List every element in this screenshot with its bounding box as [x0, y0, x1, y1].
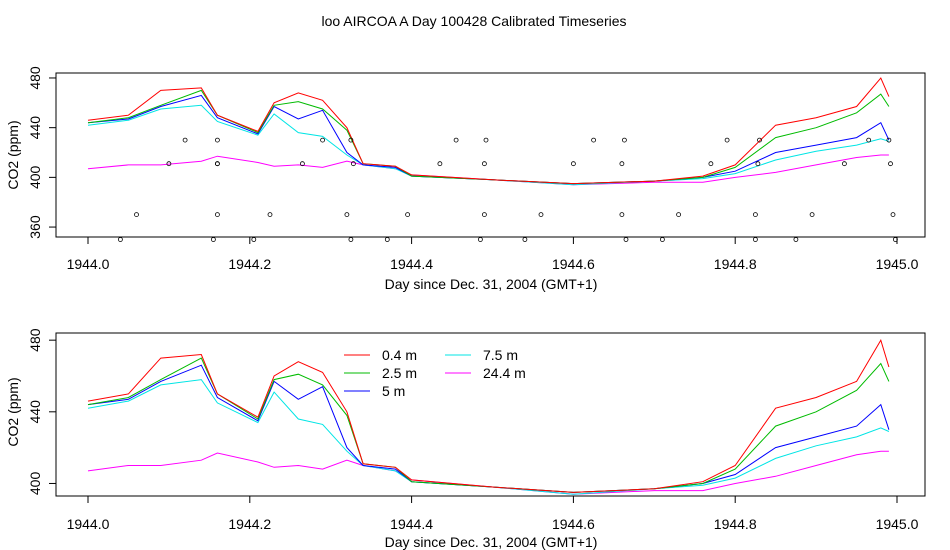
- series-line-4: [87, 154, 889, 186]
- scatter-point: [893, 237, 898, 242]
- scatter-point: [348, 237, 354, 242]
- top-series: [87, 77, 890, 186]
- scatter-point: [251, 237, 257, 242]
- legend-label-4: 24.4 m: [483, 365, 526, 381]
- scatter-point: [522, 237, 528, 242]
- scatter-point: [437, 161, 443, 167]
- scatter-point: [793, 237, 799, 242]
- top-panel: 1944.0 1944.2 1944.4 1944.6 1944.8 1945.0 360…: [5, 66, 926, 292]
- y-tick-label: 400: [27, 165, 43, 189]
- legend-label-3: 7.5 m: [483, 347, 518, 363]
- scatter-point: [623, 237, 629, 242]
- scatter-point: [214, 161, 220, 167]
- scatter-point: [118, 237, 123, 242]
- scatter-point: [453, 137, 459, 143]
- bottom-x-label: Day since Dec. 31, 2004 (GMT+1): [385, 534, 598, 550]
- y-tick-label: 480: [27, 328, 43, 352]
- legend-label-0: 0.4 m: [382, 347, 417, 363]
- legend-label-1: 2.5 m: [382, 365, 417, 381]
- scatter-point: [477, 237, 483, 242]
- scatter-point: [708, 161, 714, 167]
- scatter-point: [210, 237, 216, 242]
- scatter-point: [299, 161, 305, 167]
- scatter-point: [753, 212, 758, 218]
- top-y-label: CO2 (ppm): [5, 120, 21, 189]
- scatter-point: [571, 161, 576, 167]
- y-tick-label: 360: [27, 215, 43, 239]
- bottom-panel: 1944.0 1944.2 1944.4 1944.6 1944.8 1945.0 400…: [5, 328, 926, 550]
- bottom-series: [87, 338, 890, 495]
- scatter-point: [886, 137, 892, 143]
- series-line-2: [87, 94, 890, 185]
- y-tick-label: 400: [27, 472, 43, 496]
- series-line-3: [87, 379, 890, 495]
- scatter-point: [481, 161, 487, 167]
- scatter-point: [481, 212, 487, 218]
- scatter-point: [166, 161, 172, 167]
- scatter-point: [753, 237, 758, 242]
- scatter-point: [622, 137, 627, 143]
- x-tick-label: 1945.0: [876, 256, 919, 272]
- x-tick-label: 1945.0: [876, 516, 919, 532]
- bottom-y-label: CO2 (ppm): [5, 377, 21, 446]
- bottom-y-ticks: 400 440 480: [27, 328, 56, 495]
- scatter-point: [214, 212, 220, 218]
- x-tick-label: 1944.0: [67, 516, 110, 532]
- x-tick-label: 1944.6: [552, 256, 595, 272]
- scatter-point: [384, 237, 390, 242]
- series-line-0: [87, 338, 890, 493]
- scatter-point: [405, 212, 411, 218]
- bottom-x-ticks: 1944.0 1944.2 1944.4 1944.6 1944.8 1945.0: [67, 496, 919, 532]
- scatter-point: [866, 137, 872, 143]
- x-tick-label: 1944.6: [552, 516, 595, 532]
- scatter-point: [757, 137, 762, 143]
- scatter-point: [483, 137, 489, 143]
- x-tick-label: 1944.4: [390, 256, 433, 272]
- bottom-plot-frame: [55, 332, 926, 497]
- x-tick-label: 1944.0: [67, 256, 110, 272]
- chart-title: loo AIRCOA A Day 100428 Calibrated Times…: [321, 13, 626, 29]
- scatter-point: [348, 137, 354, 143]
- y-tick-label: 480: [27, 66, 43, 90]
- scatter-point: [134, 212, 139, 218]
- x-tick-label: 1944.2: [228, 256, 271, 272]
- x-tick-label: 1944.8: [714, 256, 757, 272]
- scatter-point: [809, 212, 815, 218]
- scatter-point: [344, 212, 350, 218]
- scatter-point: [182, 137, 188, 143]
- scatter-point: [676, 212, 681, 218]
- top-x-ticks: 1944.0 1944.2 1944.4 1944.6 1944.8 1945.0: [67, 237, 919, 272]
- series-line-0: [87, 77, 890, 185]
- y-tick-label: 440: [27, 116, 43, 140]
- scatter-point: [267, 212, 273, 218]
- scatter-point: [320, 137, 326, 143]
- y-tick-label: 440: [27, 400, 43, 424]
- series-line-2: [87, 364, 890, 493]
- scatter-point: [660, 237, 665, 242]
- scatter-point: [842, 161, 847, 167]
- series-line-3: [87, 104, 890, 186]
- series-line-4: [87, 450, 889, 495]
- scatter-point: [888, 161, 893, 167]
- x-tick-label: 1944.2: [228, 516, 271, 532]
- scatter-point: [214, 137, 220, 143]
- legend: 0.4 m 2.5 m 5 m 7.5 m 24.4 m: [344, 347, 526, 399]
- scatter-point: [755, 161, 761, 167]
- scatter-point: [619, 161, 625, 167]
- scatter-point: [538, 212, 544, 218]
- legend-label-2: 5 m: [382, 383, 405, 399]
- top-points: [118, 137, 898, 242]
- scatter-point: [724, 137, 730, 143]
- top-plot-frame: [55, 72, 926, 238]
- scatter-point: [619, 212, 625, 218]
- top-x-label: Day since Dec. 31, 2004 (GMT+1): [385, 276, 598, 292]
- x-tick-label: 1944.8: [714, 516, 757, 532]
- scatter-point: [890, 212, 896, 218]
- scatter-point: [350, 161, 356, 167]
- scatter-point: [591, 137, 596, 143]
- x-tick-label: 1944.4: [390, 516, 433, 532]
- top-y-ticks: 360 400 440 480: [27, 66, 56, 239]
